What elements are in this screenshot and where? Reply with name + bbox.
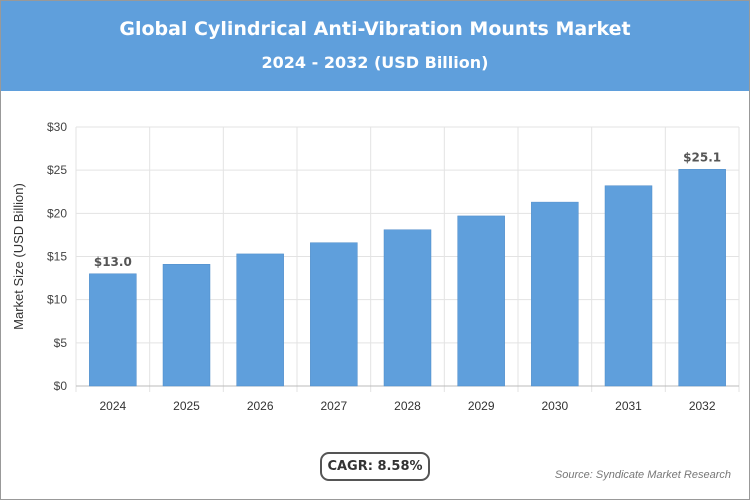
x-tick-label: 2030: [541, 399, 568, 413]
cagr-badge: CAGR: 8.58%: [320, 452, 430, 481]
y-axis-label: Market Size (USD Billion): [11, 183, 26, 330]
y-tick-label: $10: [47, 293, 67, 307]
bar-2025: [162, 264, 211, 387]
y-tick-label: $25: [47, 163, 67, 177]
x-tick-label: 2029: [468, 399, 495, 413]
x-tick-label: 2031: [615, 399, 642, 413]
data-label: $25.1: [683, 150, 721, 164]
y-tick-label: $20: [47, 206, 67, 220]
chart-header: Global Cylindrical Anti-Vibration Mounts…: [1, 1, 749, 91]
bar-2027: [310, 242, 358, 387]
x-tick-label: 2024: [99, 399, 126, 413]
y-tick-label: $30: [47, 120, 67, 134]
bar-2030: [531, 201, 579, 387]
bar-2029: [457, 215, 505, 387]
x-tick-label: 2025: [173, 399, 200, 413]
chart-title: Global Cylindrical Anti-Vibration Mounts…: [119, 18, 631, 40]
y-tick-label: $5: [54, 336, 68, 350]
bar-2032: [678, 169, 726, 387]
bar-2031: [604, 185, 653, 387]
bar-2028: [383, 229, 432, 387]
source-note: Source: Syndicate Market Research: [554, 469, 731, 481]
bar-2026: [236, 253, 284, 387]
x-tick-label: 2026: [247, 399, 274, 413]
bar-2024: [89, 273, 137, 387]
x-tick-label: 2027: [320, 399, 347, 413]
x-tick-label: 2028: [394, 399, 421, 413]
y-tick-label: $0: [54, 379, 68, 393]
chart-subtitle: 2024 - 2032 (USD Billion): [261, 53, 489, 72]
data-label: $13.0: [94, 255, 132, 269]
y-tick-label: $15: [47, 250, 67, 264]
x-tick-label: 2032: [689, 399, 716, 413]
